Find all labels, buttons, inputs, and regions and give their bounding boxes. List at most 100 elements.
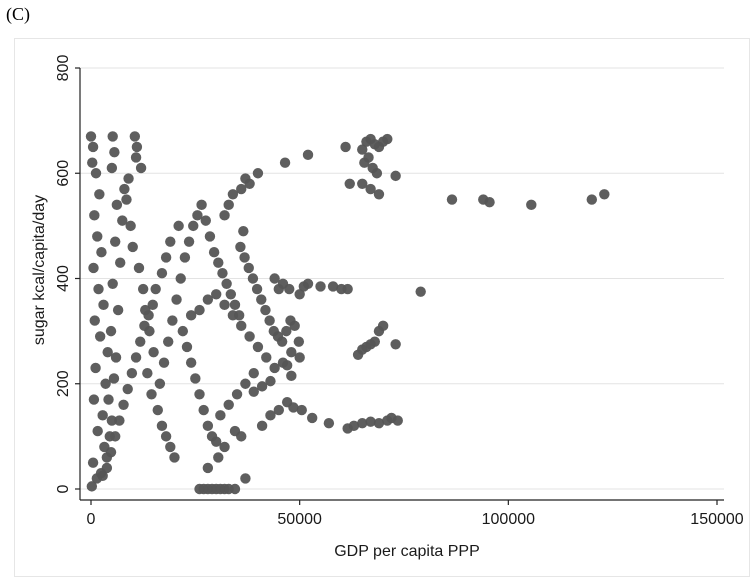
data-point bbox=[342, 283, 353, 295]
data-point bbox=[131, 141, 143, 153]
data-point bbox=[294, 352, 305, 363]
data-point bbox=[225, 289, 237, 300]
data-point bbox=[302, 278, 314, 289]
data-point bbox=[173, 220, 184, 232]
data-point bbox=[599, 189, 610, 200]
data-point bbox=[175, 273, 186, 284]
data-point bbox=[130, 152, 142, 163]
data-points bbox=[85, 131, 610, 495]
data-point bbox=[281, 325, 292, 337]
data-point bbox=[135, 336, 146, 347]
data-point bbox=[261, 352, 272, 363]
data-point bbox=[94, 331, 106, 342]
y-axis-title: sugar kcal/capita/day bbox=[31, 195, 48, 345]
data-point bbox=[194, 304, 205, 316]
data-point bbox=[92, 425, 103, 437]
data-point bbox=[306, 412, 318, 424]
data-point bbox=[446, 194, 458, 205]
data-point bbox=[373, 418, 385, 429]
y-tick-label: 400 bbox=[55, 265, 72, 292]
data-point bbox=[89, 315, 100, 326]
data-point bbox=[125, 220, 136, 232]
data-point bbox=[256, 420, 268, 432]
data-point bbox=[269, 273, 280, 284]
data-point bbox=[101, 462, 113, 474]
data-point bbox=[211, 289, 222, 300]
y-tick-label: 0 bbox=[55, 484, 72, 493]
data-point bbox=[217, 268, 228, 279]
data-point bbox=[219, 441, 230, 453]
data-point bbox=[188, 220, 199, 232]
data-point bbox=[357, 178, 368, 189]
data-point bbox=[118, 399, 129, 410]
data-point bbox=[340, 141, 351, 153]
data-point bbox=[357, 144, 368, 155]
data-point bbox=[363, 152, 374, 163]
data-point bbox=[111, 199, 123, 211]
data-point bbox=[177, 325, 189, 337]
data-point bbox=[97, 410, 108, 421]
data-point bbox=[160, 252, 172, 263]
data-point bbox=[348, 420, 360, 432]
data-point bbox=[382, 133, 393, 145]
data-point bbox=[235, 241, 246, 253]
data-point bbox=[227, 310, 239, 321]
data-point bbox=[526, 199, 537, 211]
data-point bbox=[240, 378, 251, 389]
data-point bbox=[265, 410, 276, 421]
data-point bbox=[281, 360, 293, 371]
data-point bbox=[165, 441, 176, 453]
data-point bbox=[160, 431, 172, 442]
data-point bbox=[89, 210, 100, 221]
data-point bbox=[227, 189, 239, 200]
data-point bbox=[315, 281, 326, 292]
data-point bbox=[260, 304, 271, 316]
data-point bbox=[215, 410, 226, 421]
data-point bbox=[185, 310, 197, 321]
data-point bbox=[484, 196, 495, 208]
data-point bbox=[146, 389, 157, 400]
data-point bbox=[87, 457, 99, 468]
data-point bbox=[183, 236, 195, 247]
data-point bbox=[90, 168, 102, 179]
data-point bbox=[122, 383, 133, 395]
data-point bbox=[115, 257, 126, 268]
y-tick-label: 200 bbox=[55, 370, 72, 397]
data-point bbox=[106, 415, 118, 426]
data-point bbox=[204, 231, 216, 242]
data-point bbox=[94, 189, 105, 200]
data-point bbox=[294, 289, 305, 300]
data-point bbox=[156, 268, 168, 279]
x-tick-label: 150000 bbox=[690, 511, 743, 528]
data-point bbox=[236, 320, 247, 332]
data-point bbox=[256, 381, 268, 392]
data-point bbox=[223, 199, 234, 211]
y-tick-label: 800 bbox=[55, 55, 72, 82]
data-point bbox=[119, 183, 130, 195]
data-point bbox=[90, 362, 101, 374]
data-point bbox=[167, 315, 178, 326]
data-point bbox=[256, 294, 267, 305]
data-point bbox=[196, 199, 207, 211]
data-point bbox=[415, 286, 426, 297]
data-point bbox=[236, 183, 247, 195]
data-point bbox=[265, 375, 276, 387]
data-point bbox=[208, 246, 220, 258]
data-point bbox=[92, 231, 103, 242]
data-point bbox=[252, 341, 264, 353]
data-point bbox=[357, 418, 368, 429]
data-point bbox=[247, 273, 259, 284]
data-point bbox=[219, 210, 230, 221]
data-point bbox=[107, 278, 118, 289]
data-point bbox=[286, 346, 297, 358]
axes bbox=[75, 67, 724, 505]
data-point bbox=[108, 373, 120, 384]
data-point bbox=[248, 386, 259, 397]
data-point bbox=[264, 315, 275, 326]
data-point bbox=[156, 420, 168, 432]
data-point bbox=[323, 418, 335, 429]
x-tick-label: 0 bbox=[87, 511, 96, 528]
data-point bbox=[185, 357, 197, 368]
data-point bbox=[251, 283, 263, 295]
data-point bbox=[137, 283, 149, 295]
